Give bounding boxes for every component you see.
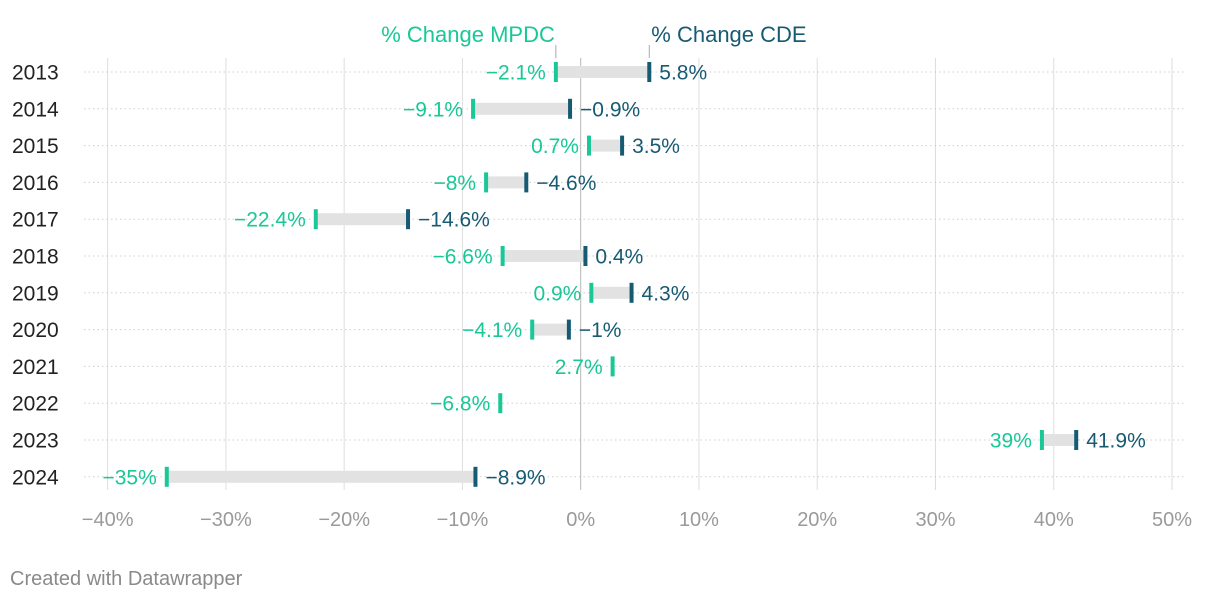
mpdc-marker — [500, 246, 505, 266]
x-tick-label: −10% — [437, 509, 489, 531]
cde-marker — [568, 98, 573, 119]
range-bar — [591, 286, 632, 299]
mpdc-marker — [471, 98, 476, 119]
mpdc-value-label: −6.8% — [430, 393, 490, 416]
cde-value-label: 3.5% — [632, 135, 680, 158]
range-bar — [473, 102, 571, 115]
row-label-2014: 2014 — [12, 98, 59, 121]
cde-marker — [583, 246, 588, 266]
cde-value-label: −0.9% — [580, 98, 640, 121]
cde-marker — [566, 319, 571, 340]
row-label-2018: 2018 — [12, 246, 59, 269]
mpdc-marker — [610, 356, 615, 377]
range-bar — [315, 213, 409, 226]
footer-credit: Created with Datawrapper — [10, 568, 243, 590]
x-tick-label: 30% — [915, 509, 955, 531]
row-label-2017: 2017 — [12, 209, 59, 232]
cde-value-label: 4.3% — [642, 282, 690, 305]
cde-value-label: −4.6% — [536, 172, 596, 195]
x-tick-label: 20% — [797, 509, 837, 531]
cde-value-label: −14.6% — [418, 209, 490, 232]
mpdc-value-label: 0.9% — [533, 282, 581, 305]
x-tick-label: −40% — [82, 509, 134, 531]
cde-value-label: −1% — [579, 319, 622, 342]
legend-cde: % Change CDE — [651, 22, 806, 47]
legend-mpdc: % Change MPDC — [381, 22, 555, 47]
mpdc-value-label: −6.6% — [433, 246, 493, 269]
mpdc-value-label: −2.1% — [486, 62, 546, 85]
range-bar — [532, 323, 569, 336]
range-bar — [502, 250, 586, 262]
row-label-2024: 2024 — [12, 466, 59, 489]
mpdc-marker — [553, 62, 558, 82]
cde-value-label: −8.9% — [485, 466, 545, 489]
cde-marker — [629, 282, 634, 303]
mpdc-value-label: 39% — [990, 430, 1032, 453]
x-tick-label: 50% — [1152, 509, 1192, 531]
row-label-2023: 2023 — [12, 430, 59, 453]
cde-marker — [524, 172, 529, 193]
mpdc-value-label: 2.7% — [555, 356, 603, 379]
mpdc-value-label: −35% — [102, 466, 156, 489]
mpdc-value-label: 0.7% — [531, 135, 579, 158]
mpdc-value-label: −8% — [433, 172, 476, 195]
mpdc-value-label: −4.1% — [462, 319, 522, 342]
range-bar — [1041, 434, 1077, 446]
mpdc-value-label: −22.4% — [234, 209, 306, 232]
range-bar — [588, 139, 623, 152]
row-label-2020: 2020 — [12, 319, 59, 342]
mpdc-marker — [589, 282, 594, 303]
x-tick-label: −30% — [200, 509, 252, 531]
cde-value-label: 0.4% — [595, 246, 643, 269]
cde-marker — [473, 466, 478, 487]
mpdc-marker — [484, 172, 489, 193]
range-bar — [486, 176, 527, 189]
row-label-2013: 2013 — [12, 62, 59, 85]
mpdc-marker — [164, 466, 169, 487]
row-label-2021: 2021 — [12, 356, 59, 379]
x-tick-label: 10% — [679, 509, 719, 531]
mpdc-marker — [530, 319, 535, 340]
mpdc-marker — [498, 393, 503, 414]
cde-marker — [406, 209, 411, 230]
cde-value-label: 41.9% — [1086, 430, 1146, 453]
row-label-2022: 2022 — [12, 393, 59, 416]
cde-value-label: 5.8% — [659, 62, 707, 85]
mpdc-marker — [586, 135, 591, 156]
x-tick-label: −20% — [318, 509, 370, 531]
row-label-2016: 2016 — [12, 172, 59, 195]
x-tick-label: 0% — [566, 509, 595, 531]
x-tick-label: 40% — [1034, 509, 1074, 531]
cde-marker — [620, 135, 625, 156]
mpdc-marker — [1039, 430, 1044, 450]
range-bar — [166, 470, 476, 483]
mpdc-marker — [313, 209, 318, 230]
mpdc-value-label: −9.1% — [403, 98, 463, 121]
cde-marker — [1074, 430, 1079, 450]
row-label-2019: 2019 — [12, 282, 59, 305]
row-label-2015: 2015 — [12, 135, 59, 158]
cde-marker — [647, 62, 652, 82]
range-bar — [555, 66, 650, 78]
